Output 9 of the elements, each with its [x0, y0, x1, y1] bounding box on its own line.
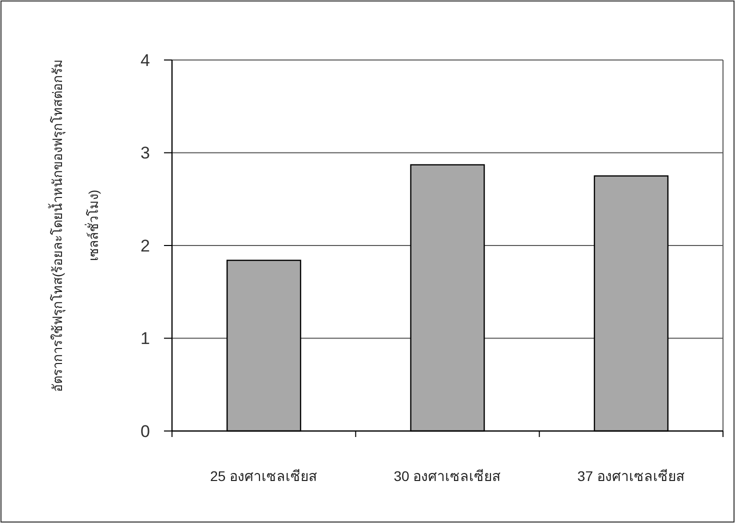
x-tick-label: 37 องศาเซลเซียส: [577, 468, 685, 484]
x-tick-label: 25 องศาเซลเซียส: [210, 468, 318, 484]
x-tick-label: 30 องศาเซลเซียส: [394, 468, 502, 484]
y-tick-label: 3: [140, 144, 150, 163]
y-tick-label: 2: [140, 236, 150, 256]
y-tick-label: 0: [140, 422, 150, 441]
y-tick-label: 1: [140, 329, 150, 348]
y-tick-label: 4: [140, 50, 150, 70]
text: อัตราการใช้ฟรุกโทส(ร้อยละโดยน้ำหนักของฟรุกโทสต่อกรัม เซลล์ชั่วโมง): [50, 58, 101, 392]
